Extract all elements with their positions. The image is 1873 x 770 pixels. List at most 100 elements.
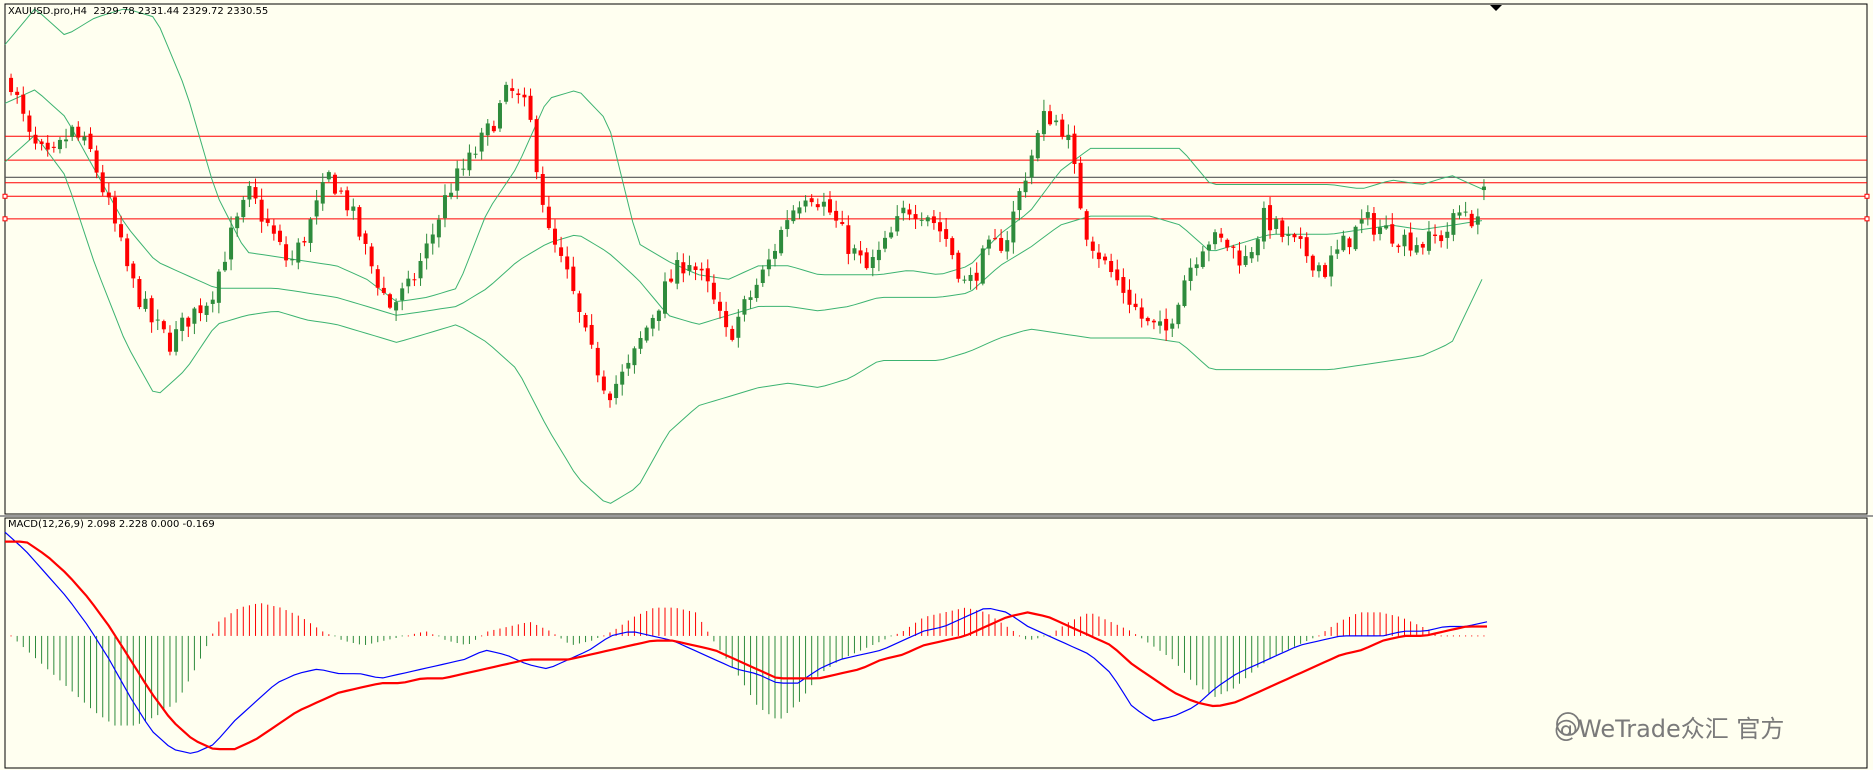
- bull-candle: [1316, 265, 1321, 272]
- bear-candle: [834, 210, 839, 221]
- bull-candle: [461, 168, 466, 170]
- bear-candle: [717, 301, 722, 311]
- bear-candle: [137, 279, 142, 308]
- bear-candle: [858, 250, 863, 256]
- bull-candle: [455, 168, 460, 191]
- bear-candle: [1145, 317, 1150, 322]
- bear-candle: [681, 262, 686, 274]
- bear-candle: [944, 229, 949, 239]
- bear-candle: [1060, 119, 1065, 137]
- bull-candle: [326, 172, 331, 180]
- bull-candle: [1249, 252, 1254, 259]
- bull-candle: [174, 329, 179, 352]
- level-handle: [2, 216, 8, 222]
- bear-candle: [607, 393, 612, 401]
- bull-candle: [742, 299, 747, 315]
- bear-candle: [864, 252, 869, 269]
- bear-candle: [1072, 133, 1077, 165]
- bear-candle: [705, 268, 710, 282]
- bear-candle: [559, 247, 564, 256]
- bull-candle: [1255, 239, 1260, 256]
- bull-candle: [1206, 244, 1211, 251]
- bull-candle: [1329, 255, 1334, 277]
- level-handle: [2, 193, 8, 199]
- bull-candle: [1261, 207, 1266, 242]
- bull-candle: [406, 278, 411, 287]
- bear-candle: [730, 328, 735, 340]
- bull-candle: [1451, 213, 1456, 235]
- bull-candle: [925, 217, 930, 222]
- bear-candle: [1133, 303, 1138, 308]
- bull-candle: [64, 139, 69, 142]
- bull-candle: [1170, 323, 1175, 329]
- bull-candle: [962, 279, 967, 281]
- bull-candle: [485, 123, 490, 136]
- bear-candle: [33, 134, 38, 144]
- bull-candle: [1054, 120, 1059, 123]
- bull-candle: [766, 259, 771, 270]
- bull-candle: [192, 308, 197, 324]
- level-handle: [1864, 193, 1870, 199]
- pane-separator: [0, 515, 1873, 517]
- bear-candle: [1298, 236, 1303, 239]
- bear-candle: [1439, 235, 1444, 242]
- macd-header: MACD(12,26,9) 2.098 2.228 0.000 -0.169: [8, 519, 215, 530]
- bull-candle: [662, 281, 667, 314]
- watermark-logo-icon: [1556, 712, 1580, 736]
- bear-candle: [149, 298, 154, 323]
- bear-candle: [840, 222, 845, 224]
- bull-candle: [626, 362, 631, 369]
- bear-candle: [1084, 211, 1089, 240]
- bear-candle: [1109, 260, 1114, 273]
- bull-candle: [901, 207, 906, 214]
- bear-candle: [1048, 111, 1053, 125]
- bull-candle: [852, 248, 857, 254]
- bear-candle: [1151, 320, 1156, 323]
- bull-candle: [736, 316, 741, 338]
- bear-candle: [601, 376, 606, 391]
- bear-candle: [277, 230, 282, 242]
- bull-candle: [1188, 267, 1193, 281]
- bear-candle: [167, 332, 172, 352]
- bull-candle: [870, 257, 875, 269]
- bull-candle: [1017, 191, 1022, 211]
- bull-candle: [1402, 234, 1407, 247]
- bull-candle: [754, 284, 759, 299]
- bull-candle: [1200, 251, 1205, 267]
- bull-candle: [638, 337, 643, 349]
- bull-candle: [895, 216, 900, 232]
- bull-candle: [473, 153, 478, 155]
- bear-candle: [412, 279, 417, 281]
- bear-candle: [271, 225, 276, 234]
- bear-candle: [1420, 243, 1425, 248]
- bear-candle: [595, 347, 600, 376]
- bear-candle: [9, 77, 14, 93]
- bull-candle: [1213, 232, 1218, 245]
- macd-line: [4, 531, 1488, 754]
- bear-candle: [76, 126, 81, 138]
- bear-candle: [516, 93, 521, 96]
- bull-candle: [155, 319, 160, 321]
- bull-candle: [876, 249, 881, 261]
- bear-candle: [522, 94, 527, 98]
- bear-candle: [1469, 213, 1474, 227]
- bull-candle: [216, 271, 221, 303]
- bull-candle: [1011, 211, 1016, 243]
- bull-candle: [656, 310, 661, 321]
- bull-candle: [82, 136, 87, 141]
- bear-candle: [198, 305, 203, 314]
- bull-candle: [773, 250, 778, 259]
- bear-candle: [1304, 237, 1309, 257]
- bull-candle: [980, 248, 985, 284]
- bear-candle: [828, 199, 833, 213]
- bull-candle: [504, 84, 509, 102]
- bull-candle: [1035, 133, 1040, 159]
- bear-candle: [571, 266, 576, 292]
- bear-candle: [1396, 245, 1401, 248]
- bull-candle: [1005, 240, 1010, 252]
- bear-candle: [534, 119, 539, 173]
- bear-candle: [956, 252, 961, 279]
- bear-candle: [1090, 241, 1095, 251]
- bull-candle: [1353, 226, 1358, 250]
